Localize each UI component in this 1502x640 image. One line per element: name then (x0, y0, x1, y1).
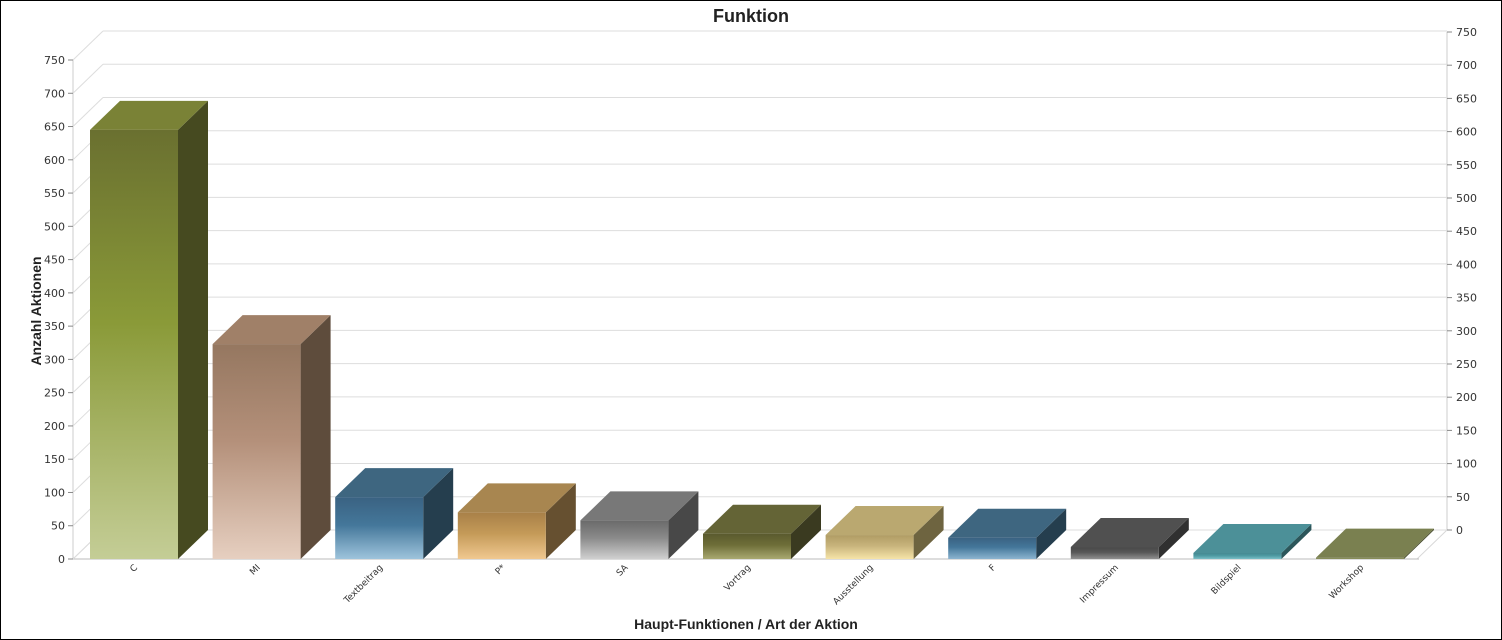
y-tick-label: 0 (58, 553, 65, 566)
bar-side (668, 491, 699, 559)
bar-side (791, 504, 821, 559)
y-axis-left: 0 50 100 150 200 250 300 350 400 450 500 550 600 650 7… (44, 54, 65, 566)
y-axis-right: 0 50 100 150 200 250 300 350 400 450 500 550 600 650 7… (1456, 26, 1477, 537)
bar-sa (580, 491, 699, 559)
y-tick-label: 400 (44, 287, 65, 300)
bar-front (703, 533, 791, 559)
y-tick-label: 750 (44, 54, 65, 67)
bar-side (1281, 524, 1312, 559)
bar-side (1158, 518, 1189, 559)
category-label: Vortrag (723, 563, 753, 593)
category-label: Bildspiel (1210, 563, 1244, 597)
y-tick-label: 300 (44, 353, 65, 366)
bar-top (825, 506, 944, 536)
bar-front (335, 497, 424, 559)
bar-top (580, 491, 699, 521)
bar-top (1070, 518, 1189, 548)
bar-front (1193, 553, 1282, 559)
bar-top (212, 315, 331, 345)
y-tick-label-right: 550 (1456, 159, 1477, 172)
bar-side (913, 506, 944, 559)
y-tick-label: 700 (44, 87, 65, 100)
y-tick-label-right: 600 (1456, 126, 1477, 139)
bar-front (212, 344, 301, 559)
bar-top (90, 100, 208, 130)
bar-front (580, 520, 669, 559)
y-tick-label: 450 (44, 254, 65, 267)
y-tick-label-right: 350 (1456, 292, 1477, 305)
bar-front (457, 512, 546, 559)
category-label: C (129, 563, 141, 575)
y-tick-label-right: 200 (1456, 391, 1477, 404)
category-label: Ausstellung (832, 563, 876, 607)
category-label: F (988, 563, 999, 574)
x-axis-categories: C MI Textbeitrag P* SA Vortrag Ausstellung F Imp… (129, 562, 1367, 607)
bar-textbeitrag (335, 468, 454, 559)
bar-side (300, 315, 331, 559)
y-tick-label-right: 650 (1456, 92, 1477, 105)
bar-mi (212, 315, 331, 559)
y-tick-label: 200 (44, 420, 65, 433)
bar-top (457, 483, 576, 513)
y-tick-label: 500 (44, 220, 65, 233)
y-tick-label-right: 750 (1456, 26, 1477, 39)
y-tick-label-right: 150 (1456, 424, 1477, 437)
bars-layer (90, 100, 1434, 560)
y-tick-label: 550 (44, 187, 65, 200)
y-tick-label: 50 (51, 520, 65, 533)
grid-diagonal (72, 63, 104, 94)
category-label: Textbeitrag (342, 563, 385, 606)
bar-front (1316, 557, 1404, 559)
y-tick-label: 250 (44, 387, 65, 400)
bar-p (457, 483, 576, 559)
bar-top (1316, 528, 1434, 558)
grid-diagonal (72, 30, 104, 61)
y-tick-label-right: 500 (1456, 192, 1477, 205)
y-tick-label-right: 100 (1456, 458, 1477, 471)
bar-workshop (1316, 528, 1434, 559)
y-tick-label-right: 0 (1456, 524, 1463, 537)
grid-diagonal (72, 97, 104, 127)
category-label: Impressum (1078, 563, 1120, 605)
y-tick-label-right: 300 (1456, 325, 1477, 338)
bar-side (1036, 508, 1067, 559)
y-tick-label: 350 (44, 320, 65, 333)
bar-side (423, 468, 454, 559)
bar-top (1193, 524, 1312, 554)
bar-bildspiel (1193, 524, 1312, 559)
y-tick-label: 150 (44, 453, 65, 466)
bar-f (948, 508, 1067, 559)
x-axis-label: Haupt-Funktionen / Art der Aktion (634, 616, 858, 632)
y-tick-label-right: 50 (1456, 491, 1470, 504)
category-label: Workshop (1328, 563, 1367, 602)
bar-impressum (1070, 518, 1189, 559)
chart-title: Funktion (713, 6, 789, 26)
y-tick-label-right: 250 (1456, 358, 1477, 371)
y-tick-label: 600 (44, 154, 65, 167)
y-tick-label-right: 400 (1456, 258, 1477, 271)
y-tick-label: 650 (44, 121, 65, 134)
y-tick-label-right: 450 (1456, 225, 1477, 238)
bar-front (948, 537, 1037, 559)
bar-top (335, 468, 454, 498)
y-axis-label: Anzahl Aktionen (28, 256, 44, 365)
y-tick-label-right: 700 (1456, 59, 1477, 72)
bar-side (178, 100, 208, 560)
bar-c (90, 100, 208, 560)
y-tick-label: 100 (44, 486, 65, 499)
bar-ausstellung (825, 506, 944, 559)
bar-side (1404, 528, 1434, 559)
bar-front (1070, 547, 1159, 559)
bar-side (545, 483, 576, 559)
bar-top (703, 504, 821, 534)
category-label: MI (248, 563, 262, 577)
bar-front (825, 535, 914, 559)
category-label: P* (494, 563, 508, 577)
bar-front (90, 129, 178, 560)
bar-vortrag (703, 504, 821, 559)
category-label: SA (615, 562, 631, 578)
bar-top (948, 508, 1067, 538)
